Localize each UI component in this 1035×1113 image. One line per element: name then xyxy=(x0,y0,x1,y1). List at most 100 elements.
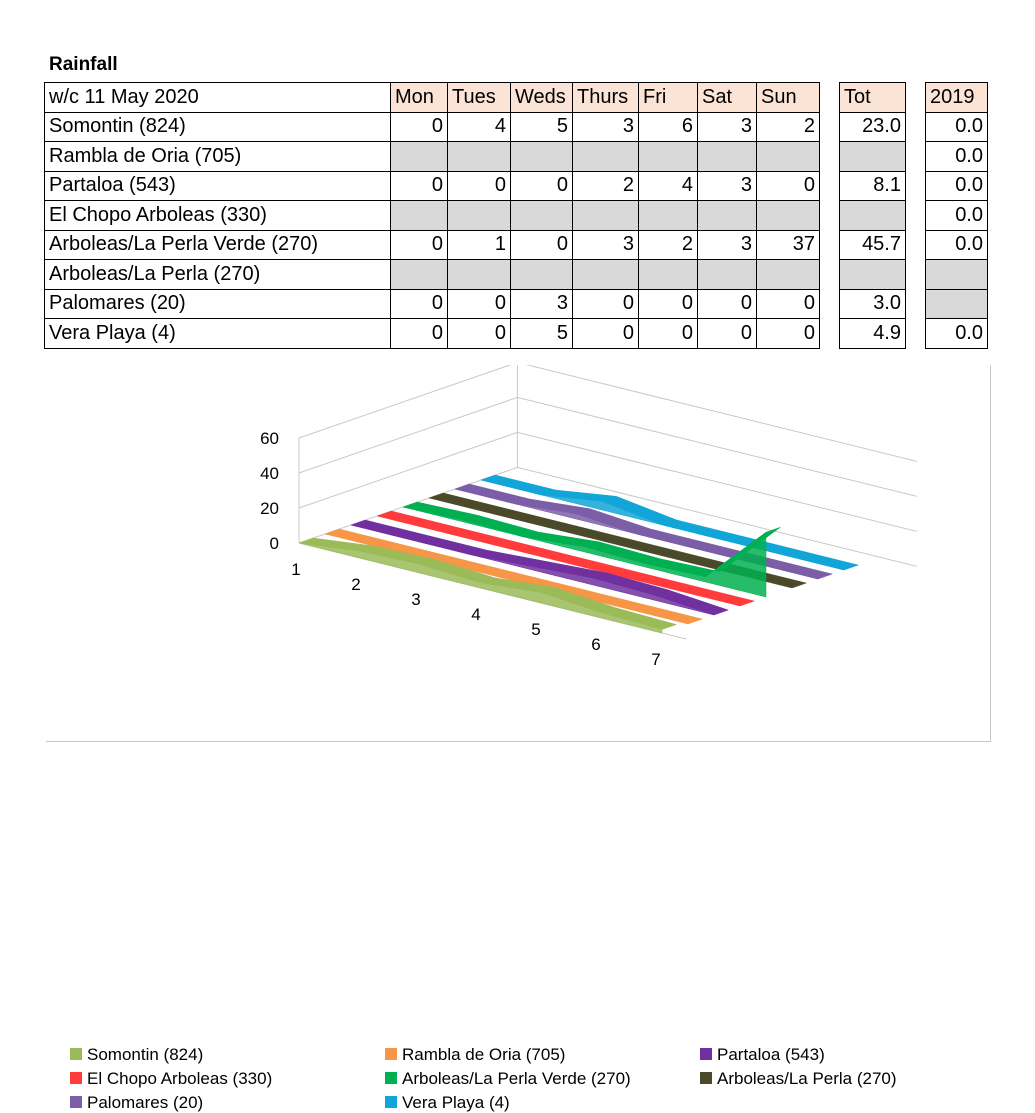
legend-swatch xyxy=(70,1095,82,1108)
legend-swatch xyxy=(385,1071,397,1084)
day-header-sat: Sat xyxy=(697,82,757,113)
daily-rainfall-cell xyxy=(638,259,698,290)
column-gap xyxy=(906,201,926,231)
legend-item: Rambla de Oria (705) xyxy=(385,1045,565,1065)
year-2019-cell: 0.0 xyxy=(925,229,988,260)
daily-rainfall-cell: 0 xyxy=(390,318,448,349)
daily-rainfall-cell: 0 xyxy=(510,229,573,260)
daily-rainfall-cell xyxy=(447,141,511,172)
series-front-face xyxy=(480,479,845,571)
table-row: Vera Playa (4) 0 0 5 0 0 0 0 4.9 0.0 xyxy=(44,318,988,349)
gridline xyxy=(298,361,917,462)
daily-rainfall-cell: 0 xyxy=(638,318,698,349)
daily-rainfall-cell xyxy=(697,259,757,290)
column-gap xyxy=(906,83,926,113)
year-2019-cell: 0.0 xyxy=(925,200,988,231)
series-front-face xyxy=(350,524,715,616)
daily-rainfall-cell xyxy=(572,259,639,290)
daily-rainfall-cell xyxy=(756,141,820,172)
table-row: El Chopo Arboleas (330) 0.0 xyxy=(44,200,988,231)
daily-rainfall-cell: 0 xyxy=(390,170,448,201)
site-name: Arboleas/La Perla Verde (270) xyxy=(44,229,391,260)
site-name: Rambla de Oria (705) xyxy=(44,141,391,172)
series-front-face xyxy=(402,506,767,598)
x-tick-label: 1 xyxy=(291,560,300,579)
y-tick-label: 60 xyxy=(260,429,279,448)
legend-item: Partaloa (543) xyxy=(700,1045,825,1065)
column-gap xyxy=(820,112,840,142)
page-title: Rainfall xyxy=(49,54,118,75)
daily-rainfall-cell: 1 xyxy=(447,229,511,260)
site-name: Vera Playa (4) xyxy=(44,318,391,349)
day-header-weds: Weds xyxy=(510,82,573,113)
daily-rainfall-cell: 3 xyxy=(572,111,639,142)
x-tick-label: 5 xyxy=(531,620,540,639)
total-cell: 45.7 xyxy=(839,229,906,260)
gridline xyxy=(298,396,917,497)
legend-item: El Chopo Arboleas (330) xyxy=(70,1069,272,1089)
legend-label: El Chopo Arboleas (330) xyxy=(87,1069,273,1088)
daily-rainfall-cell: 0 xyxy=(447,170,511,201)
series-surface xyxy=(428,492,808,589)
column-gap xyxy=(906,171,926,201)
daily-rainfall-cell: 2 xyxy=(572,170,639,201)
series-front-face xyxy=(298,542,663,634)
total-header: Tot xyxy=(839,82,906,113)
x-tick-label: 4 xyxy=(471,605,480,624)
column-gap xyxy=(906,142,926,172)
total-cell: 8.1 xyxy=(839,170,906,201)
column-gap xyxy=(820,260,840,290)
daily-rainfall-cell: 0 xyxy=(572,288,639,319)
legend-label: Somontin (824) xyxy=(87,1045,204,1064)
daily-rainfall-cell xyxy=(447,259,511,290)
daily-rainfall-cell xyxy=(510,141,573,172)
year-2019-cell: 0.0 xyxy=(925,170,988,201)
column-gap xyxy=(906,112,926,142)
daily-rainfall-cell: 0 xyxy=(447,288,511,319)
daily-rainfall-cell: 0 xyxy=(638,288,698,319)
x-tick-label: 3 xyxy=(411,590,420,609)
x-tick-label: 6 xyxy=(591,635,600,654)
column-gap xyxy=(820,142,840,172)
total-cell: 4.9 xyxy=(839,318,906,349)
column-gap xyxy=(820,230,840,260)
legend-label: Vera Playa (4) xyxy=(402,1093,510,1112)
column-gap xyxy=(906,289,926,319)
column-gap xyxy=(906,319,926,349)
daily-rainfall-cell: 2 xyxy=(756,111,820,142)
site-name: El Chopo Arboleas (330) xyxy=(44,200,391,231)
year-2019-cell: 0.0 xyxy=(925,318,988,349)
rainfall-table: w/c 11 May 2020 Mon Tues Weds Thurs Fri Sat Sun… xyxy=(44,82,988,349)
series-front-face xyxy=(454,488,819,580)
daily-rainfall-cell: 5 xyxy=(510,111,573,142)
daily-rainfall-cell: 6 xyxy=(638,111,698,142)
table-header-row: w/c 11 May 2020 Mon Tues Weds Thurs Fri Sat Sun… xyxy=(44,82,988,113)
daily-rainfall-cell xyxy=(572,141,639,172)
legend-item: Vera Playa (4) xyxy=(385,1093,510,1113)
table-row: Somontin (824) 0 4 5 3 6 3 2 23.0 0.0 xyxy=(44,111,988,142)
daily-rainfall-cell: 3 xyxy=(697,111,757,142)
daily-rainfall-cell: 2 xyxy=(638,229,698,260)
site-name: Partaloa (543) xyxy=(44,170,391,201)
legend-label: Partaloa (543) xyxy=(717,1045,825,1064)
daily-rainfall-cell: 0 xyxy=(390,288,448,319)
daily-rainfall-cell: 37 xyxy=(756,229,820,260)
day-header-sun: Sun xyxy=(756,82,820,113)
daily-rainfall-cell: 4 xyxy=(638,170,698,201)
column-gap xyxy=(906,230,926,260)
chart-area: 0 20 40 60 1 2 3 4 5 6 7 Somontin (824) Rambla de O… xyxy=(46,361,991,1112)
daily-rainfall-cell xyxy=(572,200,639,231)
legend-label: Arboleas/La Perla Verde (270) xyxy=(402,1069,631,1088)
daily-rainfall-cell xyxy=(697,141,757,172)
daily-rainfall-cell xyxy=(447,200,511,231)
daily-rainfall-cell xyxy=(697,200,757,231)
daily-rainfall-cell xyxy=(638,141,698,172)
daily-rainfall-cell xyxy=(510,200,573,231)
column-gap xyxy=(820,171,840,201)
legend-swatch xyxy=(70,1047,82,1060)
daily-rainfall-cell: 0 xyxy=(510,170,573,201)
table-row: Palomares (20) 0 0 3 0 0 0 0 3.0 xyxy=(44,288,988,319)
rainfall-3d-area-chart: 0 20 40 60 1 2 3 4 5 6 7 xyxy=(260,361,917,669)
year-2019-cell xyxy=(925,288,988,319)
daily-rainfall-cell xyxy=(390,200,448,231)
